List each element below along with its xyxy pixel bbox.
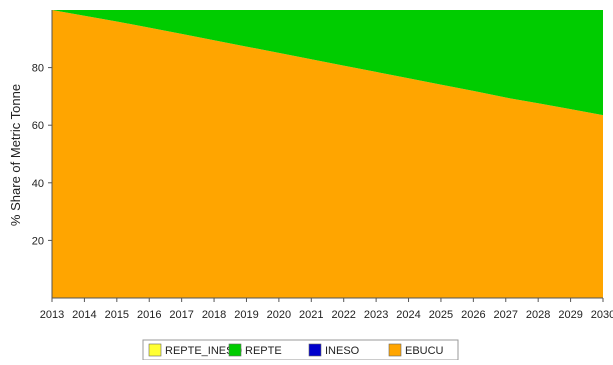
legend-swatch-ebucu — [388, 343, 402, 357]
area-repte — [52, 10, 603, 116]
y-tick-label-80: 80 — [32, 63, 44, 75]
x-tick-label-2014: 2014 — [72, 309, 96, 321]
x-tick-label-2026: 2026 — [461, 309, 485, 321]
x-tick-label-2021: 2021 — [299, 309, 323, 321]
x-tick-label-2024: 2024 — [396, 309, 420, 321]
x-tick-label-2030: 2030 — [591, 309, 613, 321]
legend: REPTE_INESO REPTE INESO EBUCU — [142, 339, 459, 361]
x-tick-label-2020: 2020 — [267, 309, 291, 321]
x-tick-label-2025: 2025 — [429, 309, 453, 321]
area-ebucu — [52, 10, 603, 298]
legend-label-ineso: INESO — [325, 345, 360, 357]
y-axis-label: % Share of Metric Tonne — [8, 84, 23, 226]
x-tick-label-2016: 2016 — [137, 309, 161, 321]
x-tick-label-2019: 2019 — [234, 309, 258, 321]
legend-label-repte-ineso: REPTE_INESO — [165, 345, 242, 357]
y-tick-label-60: 60 — [32, 120, 44, 132]
x-tick-label-2013: 2013 — [40, 309, 64, 321]
area-series-group — [52, 10, 603, 298]
x-tick-label-2027: 2027 — [494, 309, 518, 321]
x-tick-label-2023: 2023 — [364, 309, 388, 321]
legend-swatch-repte-ineso — [148, 343, 162, 357]
x-tick-label-2018: 2018 — [202, 309, 226, 321]
axes-group: 2013 2014 2015 2016 2017 2018 2019 2020 2021 2022… — [32, 10, 613, 321]
x-tick-label-2029: 2029 — [558, 309, 582, 321]
legend-swatch-ineso — [308, 343, 322, 357]
x-tick-label-2028: 2028 — [526, 309, 550, 321]
y-tick-label-40: 40 — [32, 178, 44, 190]
y-tick-label-20: 20 — [32, 235, 44, 247]
x-tick-label-2015: 2015 — [105, 309, 129, 321]
x-tick-label-2022: 2022 — [331, 309, 355, 321]
legend-swatch-repte — [228, 343, 242, 357]
legend-label-ebucu: EBUCU — [405, 345, 444, 357]
x-tick-label-2017: 2017 — [169, 309, 193, 321]
legend-label-repte: REPTE — [245, 345, 282, 357]
